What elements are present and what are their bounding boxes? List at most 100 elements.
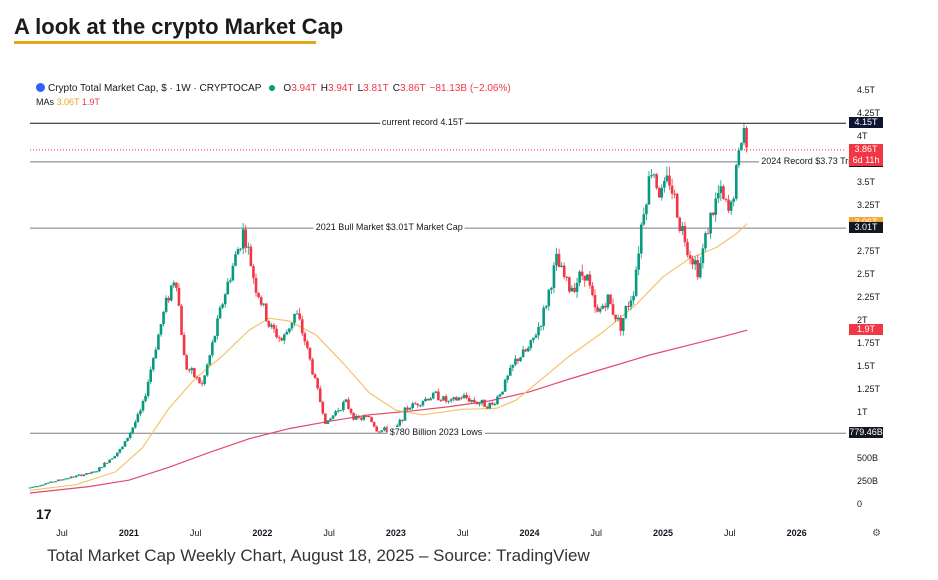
candle-body [681,226,684,231]
candle-body [508,367,512,376]
candle-body [113,456,117,459]
candle-body [475,402,479,405]
candle-body [670,185,674,194]
candle-body [298,313,301,320]
candle-body [377,431,381,433]
candle-body [657,188,661,198]
candle-body [447,400,450,402]
candle-body [46,482,50,484]
candle-body [193,368,196,378]
candle-body [216,318,219,336]
candle-body [326,420,330,424]
candle-body [67,478,70,480]
candle-body [714,198,718,215]
candle-body [154,349,158,359]
candle-body [275,328,278,338]
candle-body [175,282,178,288]
candle-body [729,201,733,211]
y-tick-label: 2.75T [857,246,881,256]
candle-body [257,292,260,298]
candle-body [650,175,653,177]
legend-open-label: O [283,83,292,94]
moving-averages-legend[interactable]: MAs 3.06T 1.9T [36,97,100,107]
candle-body [288,328,291,332]
y-tick-label: 2.25T [857,292,881,302]
candle-body [331,415,335,419]
candle-body [593,295,597,308]
candle-body [95,471,99,473]
candle-body [557,253,561,268]
candle-body [693,260,697,265]
candle-body [588,274,592,286]
legend-symbol[interactable]: Crypto Total Market Cap, $ · 1W · CRYPTO… [48,83,262,94]
candle-body [706,233,710,235]
candle-body [249,246,253,267]
candle-body [691,258,694,265]
candle-body [187,369,191,371]
candle-body [627,306,630,308]
candle-body [449,399,453,401]
x-tick-label: Jul [456,528,469,538]
candle-body [686,242,689,256]
candle-body [329,418,332,421]
candle-body [542,307,545,326]
candle-body [306,341,309,348]
candle-body [157,334,160,350]
candle-body [177,287,181,306]
candle-body [98,467,101,472]
candle-body [280,338,283,341]
y-tick-label: 1T [857,407,868,417]
candle-body [290,322,294,329]
candle-body [44,483,47,485]
candle-body [514,358,517,365]
candle-body [534,335,538,338]
candle-body [51,481,55,483]
candle-body [467,398,471,402]
candle-body [131,427,135,433]
price-badge: 3.01T [849,222,883,234]
candle-body [465,394,468,399]
candle-body [403,407,407,421]
candle-body [645,204,648,215]
candle-body [634,269,638,296]
candle-body [264,303,268,321]
candle-body [460,397,463,399]
candle-body [200,383,204,385]
candle-body [498,394,502,397]
candle-body [683,226,687,243]
candle-body [478,403,481,405]
candle-body [185,355,188,370]
candle-body [259,297,263,305]
candle-body [28,487,32,489]
price-badge: 3.86T [849,143,883,155]
candle-body [570,287,574,292]
y-tick-label: 1.5T [857,361,876,371]
candle-body [126,437,129,442]
level-annotation: current record 4.15T [379,117,466,128]
candle-body [272,324,276,329]
candle-body [31,486,34,488]
candle-body [596,307,599,312]
candle-body [526,347,530,352]
candle-body [426,398,430,401]
settings-icon[interactable]: ⚙ [872,528,881,539]
candle-body [72,476,75,478]
candle-body [701,248,705,264]
price-badge: 4.15T [849,117,883,129]
x-tick-label: Jul [189,528,202,538]
candle-body [372,422,376,427]
ma-slow-line [29,329,748,494]
chart-caption: Total Market Cap Weekly Chart, August 18… [47,546,590,565]
candle-body [480,399,484,404]
candle-body [591,285,594,296]
candle-body [444,396,448,402]
candle-body [352,413,355,420]
candle-body [318,388,322,403]
y-tick-label: 4.5T [857,85,876,95]
candle-body [655,174,658,189]
candle-body [421,401,425,406]
legend-change: −81.13B (−2.06%) [429,83,511,94]
candle-body [737,150,741,166]
candle-body [519,357,522,361]
